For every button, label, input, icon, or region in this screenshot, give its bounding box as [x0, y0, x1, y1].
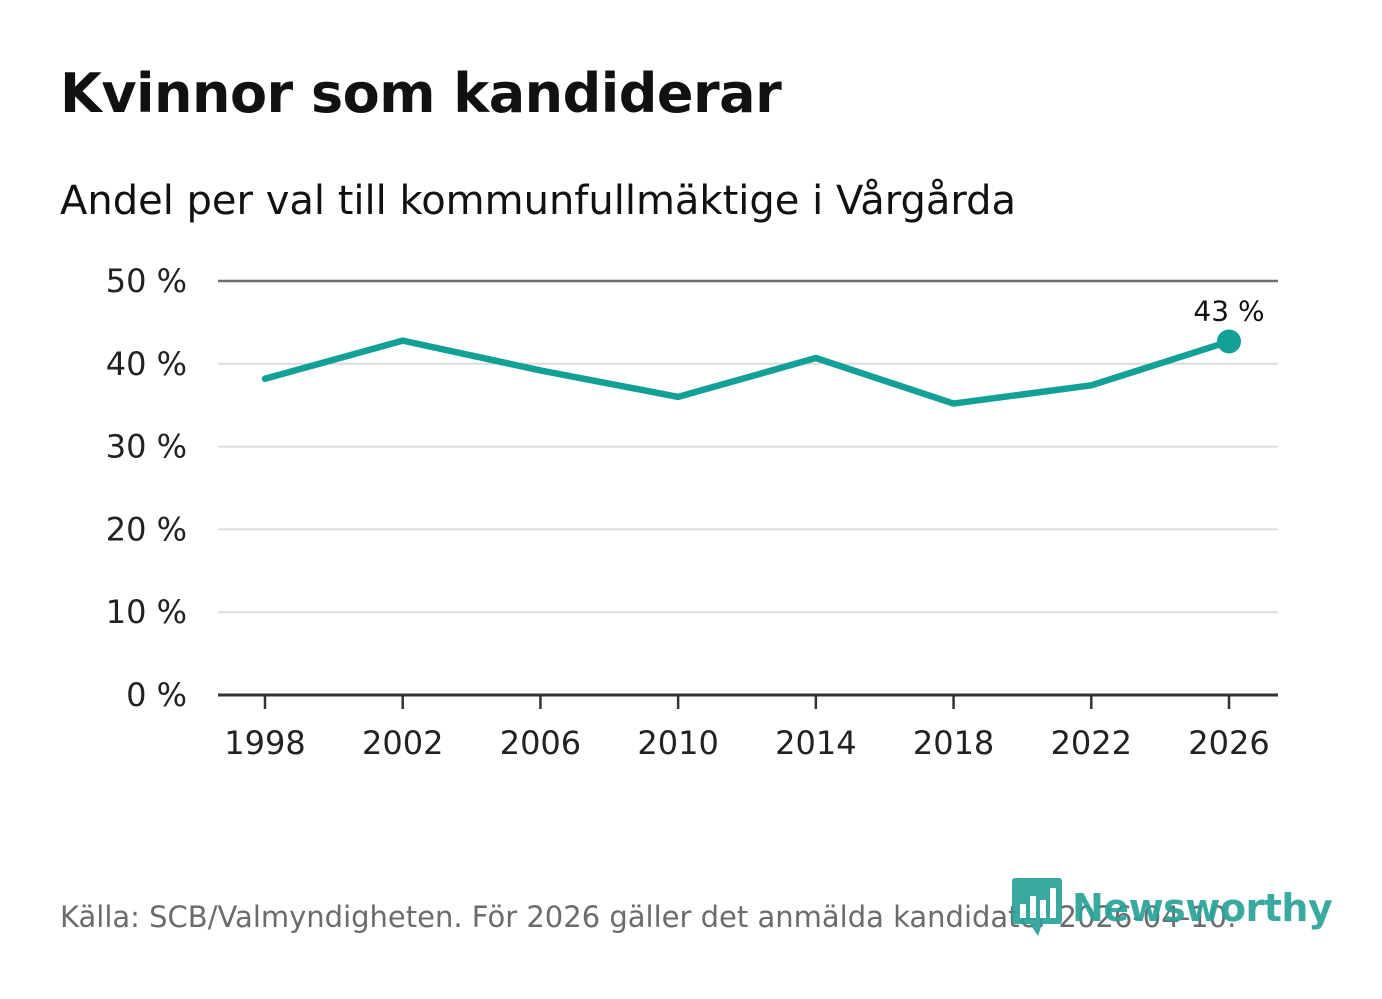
- series-line: [261, 337, 1233, 407]
- x-tick-label: 2026: [1188, 724, 1269, 762]
- gridlines: [218, 279, 1278, 614]
- x-tick-label: 2022: [1051, 724, 1132, 762]
- labels: 0 % 10 % 20 % 30 % 40 % 50 % 1998 2002 2006 2010 2…: [106, 262, 1270, 762]
- x-tick-label: 2014: [775, 724, 856, 762]
- newsworthy-logo: Newsworthy: [1012, 878, 1333, 938]
- y-tick-label: 10 %: [106, 593, 187, 631]
- y-tick-label: 20 %: [106, 510, 187, 548]
- x-tick-label: 2006: [500, 724, 581, 762]
- y-tick-label: 40 %: [106, 345, 187, 383]
- series: [261, 329, 1241, 407]
- y-tick-label: 0 %: [126, 676, 187, 714]
- line-chart: 0 % 10 % 20 % 30 % 40 % 50 % 1998 2002 2006 2010 2…: [106, 262, 1278, 762]
- x-tick-label: 2018: [913, 724, 994, 762]
- x-tick-label: 1998: [224, 724, 305, 762]
- x-tick-label: 2002: [362, 724, 443, 762]
- chart-subtitle: Andel per val till kommunfullmäktige i V…: [60, 178, 1016, 224]
- chart-title: Kvinnor som kandiderar: [60, 62, 782, 125]
- data-label: 43 %: [1193, 294, 1264, 327]
- y-tick-label: 50 %: [106, 262, 187, 300]
- logo-text: Newsworthy: [1072, 886, 1333, 930]
- x-tick-label: 2010: [637, 724, 718, 762]
- y-tick-label: 30 %: [106, 428, 187, 466]
- end-point-marker: [1217, 329, 1241, 354]
- bar-chart-icon: [1012, 878, 1062, 936]
- axes: [218, 693, 1278, 709]
